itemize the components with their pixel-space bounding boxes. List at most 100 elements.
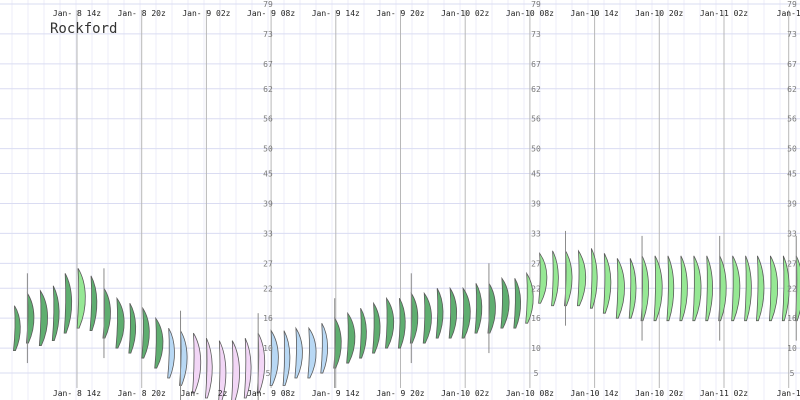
y-tick-label: 27 [531,259,541,268]
top-time-label: Jan- 8 20z [118,9,166,18]
y-tick-label: 45 [263,170,273,179]
plume-member [755,255,765,322]
plume-shape [385,296,395,349]
y-tick-label: 67 [787,60,797,69]
plume-shape [89,275,98,332]
plume-member [51,285,60,342]
plume-shape [307,326,317,379]
y-tick-label: 73 [531,30,541,39]
y-tick-label: 27 [787,259,797,268]
plume-member [628,258,637,319]
plume-member [243,337,252,399]
plume-shape [372,301,381,354]
plume-member [397,298,406,349]
y-tick-label: 67 [531,60,541,69]
plume-member [718,235,727,341]
top-time-label: Jan-10 08z [506,9,554,18]
y-tick-label: 62 [263,85,273,94]
plume-member [551,250,559,307]
y-tick-label: 16 [531,314,541,323]
y-axis: 5 10 16 22 27 33 39 45 50 56 62 67 73 79 5 10 16 22 27 33 39… [263,0,797,378]
plume-shape [448,286,458,339]
plume-member [781,255,790,322]
y-tick-label: 33 [787,229,797,238]
top-time-label: Jan- 9 02z [182,9,230,18]
y-tick-label: 22 [531,284,541,293]
top-time-label: Jan-11 02z [700,9,748,18]
plume-member [204,337,213,399]
plume-member [576,249,587,307]
plume-shape [13,305,21,351]
y-tick-label: 39 [263,199,273,208]
plume-member [705,255,713,322]
plume-member [794,235,800,341]
y-tick-label: 10 [263,344,273,353]
plume-shape [768,255,779,322]
bottom-time-label: Jan- [181,389,200,398]
y-tick-label: 62 [787,85,797,94]
bottom-time-label: Jan-11 02z [700,389,748,398]
plume-shape [461,286,471,339]
plume-shape [204,337,213,399]
y-tick-label: 45 [531,170,541,179]
plume-member [320,322,329,374]
plume-member [640,235,649,341]
y-tick-label: 5 [266,369,271,378]
y-tick-label: 73 [787,30,797,39]
plume-shape [192,332,202,394]
plume-member [513,278,522,329]
y-tick-label: 50 [263,145,273,154]
plume-shape [435,288,444,339]
plume-series [13,230,800,400]
plume-member [692,255,702,322]
plume-member [666,255,675,322]
y-tick-label: 16 [263,314,273,323]
plume-shape [141,306,150,359]
y-tick-label: 67 [263,60,273,69]
y-tick-label: 56 [263,115,273,124]
plume-member [525,271,534,324]
bottom-time-label: Jan- 9 14z [312,389,360,398]
plume-shape [346,311,356,364]
plume-shape [51,285,60,342]
plume-member [435,288,444,339]
y-tick-label: 56 [787,115,797,124]
y-tick-label: 10 [531,344,541,353]
bottom-time-label: 2z [218,389,228,398]
y-tick-label: 33 [531,229,541,238]
top-time-label: Jan- 9 14z [312,9,360,18]
plume-member [307,326,317,379]
plume-shape [38,289,48,347]
top-time-label: Jan- 8 14z [53,9,101,18]
plume-shape [666,255,675,322]
plume-shape [513,278,522,329]
plume-member [474,283,483,334]
top-time-label: Jan-10 20z [635,9,683,18]
plume-member [192,332,202,394]
plume-shape [63,273,73,334]
plume-shape [538,251,548,304]
plume-shape [744,255,752,322]
y-tick-label: 5 [534,369,539,378]
y-tick-label: 5 [790,369,795,378]
plume-member [448,286,458,339]
plume-member [13,305,21,351]
plume-member [372,301,381,354]
plume-shape [231,340,240,400]
station-name: Rockford [50,21,117,37]
plume-member [218,340,227,400]
plume-shape [218,340,227,400]
plume-member [167,327,175,379]
y-tick-label: 27 [263,259,273,268]
plume-shape [628,258,637,319]
plume-member [154,316,164,369]
plume-shape [76,268,86,329]
plume-member [269,329,279,386]
plume-shape [154,316,164,369]
bottom-time-label: Jan-10 02z [441,389,489,398]
y-tick-label: 33 [263,229,273,238]
plume-member [461,286,471,339]
y-tick-label: 22 [263,284,273,293]
plume-shape [282,330,291,386]
y-tick-label: 45 [787,170,797,179]
